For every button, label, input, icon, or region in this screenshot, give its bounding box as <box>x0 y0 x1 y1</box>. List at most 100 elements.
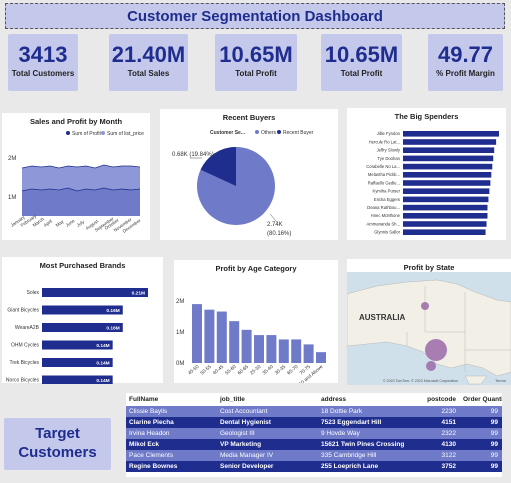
brands-bar-chart: Solex 0.21M Giant Bicycles 0.16M WeareA2B 0.1… <box>6 288 148 385</box>
kpi-card-profit-margin[interactable]: 49.77 % Profit Margin <box>428 34 503 91</box>
age-bar[interactable] <box>204 309 215 363</box>
table-row[interactable]: Mikol Eck VP Marketing 15621 Twin Pines … <box>126 439 502 450</box>
target-customers-table[interactable]: FullName job_title address postcode Orde… <box>126 393 502 477</box>
cell-job-title: Geologist III <box>220 430 255 437</box>
legend-title: Customer Se... <box>210 130 246 136</box>
big-spenders-chart-card[interactable]: The Big Spenders Jillie Fyndon Hercule Ro… <box>347 108 506 240</box>
chart-title: Profit by Age Category <box>215 264 297 273</box>
age-bar[interactable] <box>254 335 264 363</box>
target-customers-panel: Target Customers <box>4 418 111 470</box>
brand-bar[interactable] <box>42 323 123 332</box>
table-row[interactable]: Pace Clements Media Manager IV 335 Cambr… <box>126 450 502 461</box>
legend-dot-profit <box>66 131 70 135</box>
y-tick-label: WeareA2B <box>15 325 40 331</box>
data-label: 0.16M <box>106 325 119 331</box>
table-row[interactable]: Irvina Headon Geologist III 9 Hovde Way … <box>126 428 502 439</box>
map-terms-link[interactable]: Terms <box>495 378 506 383</box>
map-bubble[interactable] <box>425 339 447 361</box>
cell-address: 18 Dottie Park <box>321 408 363 415</box>
x-tick-label: 60-65 <box>237 364 251 377</box>
profit-age-chart-card[interactable]: Profit by Age Category 2M 1M 0M 45-50 50-… <box>174 260 338 387</box>
big-spenders-bar-chart: Jillie Fyndon Hercule Ro Lat... Jeffry Slo… <box>366 131 499 235</box>
column-header-job-title[interactable]: job_title <box>220 396 245 403</box>
brand-bar[interactable] <box>42 340 113 350</box>
column-header-postcode[interactable]: postcode <box>427 396 456 403</box>
age-bar[interactable] <box>291 339 302 363</box>
kpi-value: 21.40M <box>111 42 186 67</box>
age-bar[interactable] <box>266 335 277 363</box>
column-header-fullname[interactable]: FullName <box>129 396 159 403</box>
x-tick-label: 50-55 <box>199 364 213 377</box>
cell-postcode: 4151 <box>441 419 456 426</box>
map-land-tasmania <box>464 375 488 385</box>
kpi-card-total-sales[interactable]: 21.40M Total Sales <box>109 34 188 91</box>
pie-slice-recent-buyer[interactable] <box>200 147 236 186</box>
brand-bar[interactable] <box>42 375 113 385</box>
age-bar[interactable] <box>241 329 252 363</box>
profit-state-map[interactable]: AUSTRALIA © 2023 TomTom, © 2023 Microsof… <box>346 272 511 385</box>
y-tick-label: Ammananda Sh... <box>366 221 400 226</box>
spender-bar[interactable] <box>403 204 488 211</box>
map-bubble[interactable] <box>421 302 429 310</box>
profit-state-map-card[interactable]: Profit by State AUSTRALIA © 2023 TomTom,… <box>346 259 511 385</box>
age-bar[interactable] <box>278 339 289 363</box>
kpi-label: Total Profit <box>340 69 383 78</box>
brand-bar[interactable] <box>42 305 123 315</box>
y-tick-label: Kymiha Purser <box>373 189 401 194</box>
recent-buyers-chart-card[interactable]: Recent Buyers Customer Se... Others Rece… <box>160 109 338 240</box>
x-tick-label: 30-35 <box>274 364 288 377</box>
spender-bar[interactable] <box>403 188 490 194</box>
legend-dot-sales <box>101 131 105 135</box>
chart-title: Profit by State <box>403 263 455 272</box>
y-tick-label: Trek Bicycles <box>9 360 39 366</box>
map-bubble[interactable] <box>426 361 436 371</box>
spender-bar[interactable] <box>403 213 488 219</box>
sales-line <box>21 164 141 169</box>
cell-order-quantity: 99 <box>490 430 498 437</box>
data-label: 0.16M <box>106 308 119 314</box>
y-tick-label: Norco Bicycles <box>6 378 40 384</box>
cell-job-title: Senior Developer <box>220 463 274 470</box>
spender-bar[interactable] <box>403 131 499 137</box>
kpi-card-total-customers[interactable]: 3413 Total Customers <box>8 34 78 91</box>
y-tick-label: 1M <box>8 195 16 201</box>
kpi-card-total-profit[interactable]: 10.65M Total Profit <box>215 34 297 91</box>
pie-label-large-value: 2.74K <box>267 222 283 228</box>
spender-bar[interactable] <box>403 163 493 170</box>
spender-bar[interactable] <box>403 221 487 227</box>
spender-bar[interactable] <box>403 196 489 203</box>
spender-bar[interactable] <box>403 180 491 186</box>
spender-bar[interactable] <box>403 139 497 145</box>
kpi-value: 10.65M <box>219 42 293 67</box>
kpi-label: Total Sales <box>127 69 170 78</box>
profit-age-bar-chart: 2M 1M 0M 45-50 50-55 40-45 55-60 60-65 25-30 3… <box>176 299 326 387</box>
brand-bar[interactable] <box>42 288 148 297</box>
table-row[interactable]: Clissie Baylis Cost Accountant 18 Dottie… <box>126 406 502 417</box>
pie-label-large-pct: (80.16%) <box>267 231 291 237</box>
column-header-order-quantity[interactable]: Order Quantity <box>463 396 502 403</box>
y-tick-label: Glynnis Sallor <box>374 230 400 235</box>
spender-bar[interactable] <box>403 155 494 162</box>
cell-job-title: Cost Accountant <box>220 408 268 415</box>
age-bar[interactable] <box>229 321 240 363</box>
table-row[interactable]: Regine Bownes Senior Developer 255 Loepr… <box>126 461 502 472</box>
brand-bar[interactable] <box>42 358 113 367</box>
age-bar[interactable] <box>316 352 326 363</box>
age-bar[interactable] <box>216 311 227 363</box>
y-tick-label: Corabelle No La... <box>366 164 400 169</box>
table-row[interactable]: Clarine Piecha Dental Hygienist 7523 Egg… <box>126 417 502 428</box>
spender-bar[interactable] <box>403 172 492 178</box>
cell-order-quantity: 99 <box>490 463 498 470</box>
spender-bar[interactable] <box>403 229 486 235</box>
kpi-card-total-profit-2[interactable]: 10.65M Total Profit <box>321 34 402 91</box>
kpi-label: Total Profit <box>235 69 277 78</box>
cell-order-quantity: 99 <box>490 419 498 426</box>
y-tick-label: 2M <box>176 299 184 305</box>
brands-chart-card[interactable]: Most Purchased Brands Solex 0.21M Giant Bi… <box>2 257 163 385</box>
data-label: 0.21M <box>132 290 145 296</box>
spender-bar[interactable] <box>403 147 495 153</box>
age-bar[interactable] <box>192 304 202 363</box>
sales-profit-chart-card[interactable]: Sales and Profit by Month Sum of Profit … <box>2 113 150 240</box>
column-header-address[interactable]: address <box>321 396 346 403</box>
age-bar[interactable] <box>303 344 314 363</box>
